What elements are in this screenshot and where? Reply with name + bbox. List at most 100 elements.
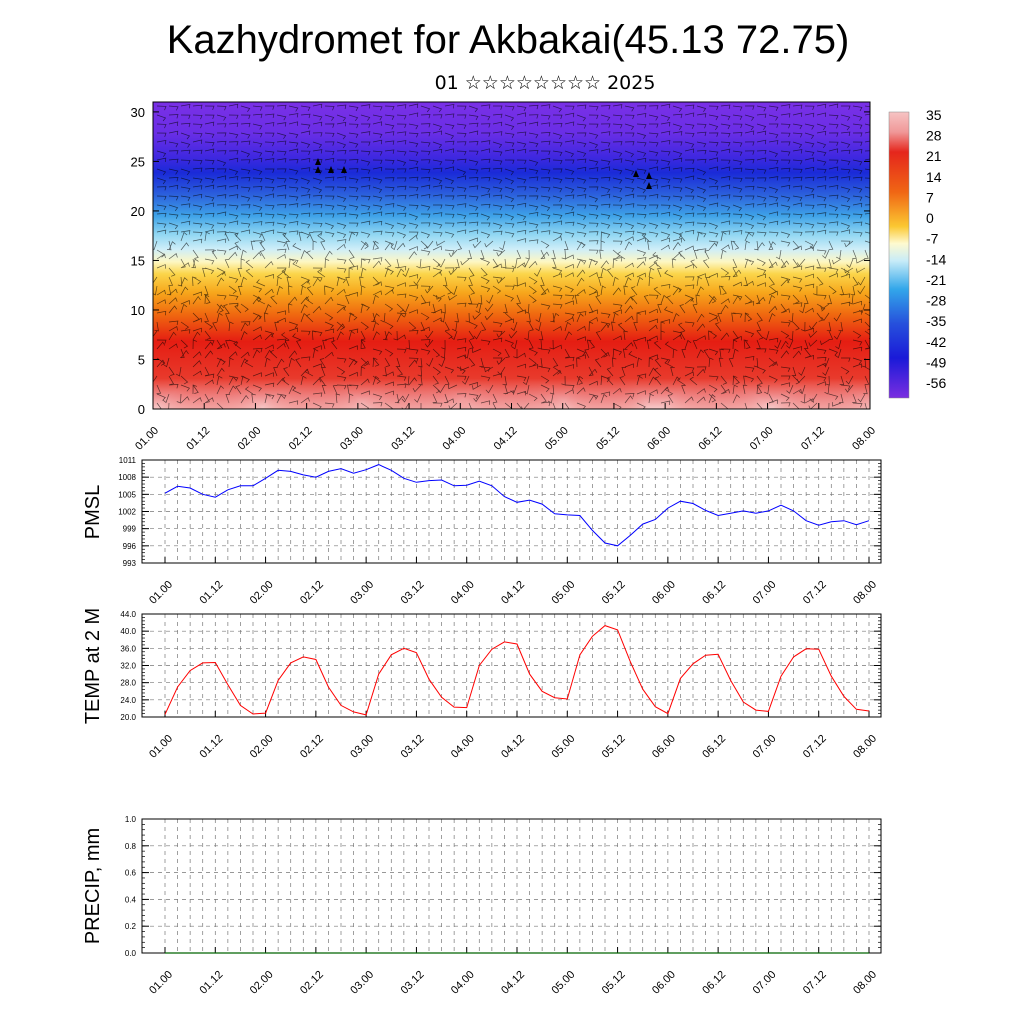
wind-barb [660,150,671,156]
wind-barb [336,321,345,331]
wind-barb [336,384,347,390]
wind-barb [153,276,158,284]
wind-barb [504,213,515,221]
wind-barb [852,159,863,166]
wind-barb [204,105,215,111]
wind-barb [840,186,851,193]
wind-barb [252,349,261,359]
wind-barb [648,193,659,199]
wind-barb [216,312,223,323]
wind-barb [192,331,201,341]
wind-barb [516,121,527,127]
wind-barb [234,232,242,242]
wind-barb [720,114,731,121]
wind-barb [288,321,299,329]
wind-barb [720,141,731,147]
wind-barb [433,204,443,209]
wind-barb [180,242,189,251]
wind-barb [574,294,580,305]
wind-barb [864,375,870,385]
wind-barb [438,357,446,367]
wind-barb [732,295,741,305]
colorbar-scale [888,111,910,399]
wind-barb [540,348,551,354]
wind-barb [648,177,659,184]
wind-barb [732,339,738,350]
wind-barb [832,402,842,407]
wind-barb [780,104,791,109]
wind-barb [852,114,863,121]
colorbar-label: -21 [926,272,946,288]
wind-barb [288,350,298,359]
wind-barb [180,286,189,296]
wind-barb [524,303,530,314]
wind-barb [636,150,647,157]
wind-barb [720,166,731,171]
wind-barb [648,254,658,260]
wind-barb [348,384,359,390]
wind-barb [180,384,190,392]
wind-barb [228,114,239,120]
x-tick-label: 02.12 [287,425,315,453]
wind-barb [516,148,527,154]
wind-barb [828,240,834,250]
wind-barb [168,213,179,219]
wind-barb [305,296,314,305]
grid [142,614,881,717]
wind-barb [396,375,407,381]
wind-barb [504,267,515,273]
wind-barb [477,294,483,305]
wind-barb [252,240,263,245]
wind-barb [756,177,767,182]
wind-barb [756,348,767,353]
wind-barb [444,267,455,272]
wind-barb [485,384,494,394]
wind-barb [845,375,854,385]
wind-barb [216,222,227,228]
wind-barb [384,231,395,237]
wind-barb [480,258,490,266]
wind-barb [372,139,383,145]
wind-barb [516,167,527,172]
wind-barb [768,202,779,207]
wind-barb [204,231,210,242]
wind-barb [492,167,503,173]
wind-barb [756,202,767,208]
wind-barb [744,375,755,383]
wind-barb [744,105,755,110]
wind-barb [864,158,870,161]
wind-barb [708,295,717,305]
wind-barb [408,150,419,157]
wind-barb [156,195,167,201]
wind-barb [372,357,380,367]
wind-barb [600,393,608,404]
wind-barb [792,104,803,109]
wind-barb [492,263,502,269]
wind-barb [154,321,159,332]
wind-barb [212,322,218,332]
wind-barb [552,312,560,323]
wind-barb [612,276,619,287]
wind-barb [564,121,575,126]
wind-barb [408,330,419,335]
wind-barb [204,397,214,404]
wind-barb [432,258,441,268]
wind-barb [653,340,662,350]
wind-barb [180,262,190,269]
wind-barb [636,105,647,110]
wind-barb [336,231,347,239]
wind-barb [708,222,719,230]
wind-barb [300,375,307,386]
wind-barb [480,375,491,382]
wind-barb [623,330,628,341]
wind-barb [408,234,418,242]
wind-barb [732,177,743,183]
wind-barb [768,186,779,194]
wind-barb [480,249,485,259]
wind-barb [780,393,790,402]
wind-barb [816,203,827,209]
wind-barb [648,276,654,287]
wind-barb [276,184,287,190]
wind-barb [252,195,263,202]
wind-barb [552,357,559,367]
